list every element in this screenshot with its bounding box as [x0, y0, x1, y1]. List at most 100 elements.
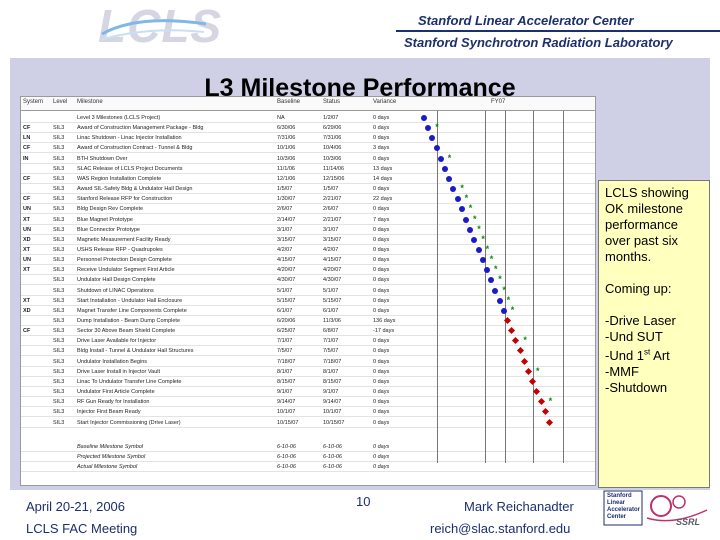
baseline-milestone-marker — [533, 388, 541, 396]
cell-status: 1/5/07 — [323, 186, 339, 193]
actual-milestone-marker — [484, 267, 490, 274]
cell-level: SIL3 — [53, 216, 65, 223]
table-row: XT SIL3 Receive Undulator Segment First Ar… — [21, 265, 595, 276]
slac-logo-icon — [603, 490, 708, 526]
cell-milestone: Stanford Release RFP for Construction — [77, 196, 173, 203]
baseline-milestone-marker — [524, 367, 533, 375]
slac-logo: Stanford Linear Accelerator Center — [603, 490, 709, 528]
table-row: Level 3 Milestones (LCLS Project) NA 1/2/0… — [21, 113, 595, 123]
actual-milestone-marker — [450, 186, 457, 193]
cell-variance: 0 days — [373, 115, 390, 121]
baseline-milestone-marker — [512, 337, 520, 345]
cell-baseline: 6/1/07 — [277, 307, 293, 314]
cell-system: CF — [23, 328, 31, 335]
cell-level: SIL3 — [53, 338, 65, 345]
cell-level: SIL3 — [53, 155, 65, 162]
projected-milestone-marker: * — [502, 284, 506, 295]
table-row: CF SIL3 WAS Region Installation Complete 12… — [21, 174, 595, 184]
cell-level: SIL3 — [53, 328, 65, 335]
projected-milestone-marker: * — [494, 264, 498, 275]
table-row: CF SIL3 Stanford Release RFP for Construct… — [21, 194, 595, 205]
cell-status: 8/15/07 — [323, 378, 342, 385]
footer-email: reich@slac.stanford.edu — [430, 521, 571, 536]
cell-system: IN — [23, 155, 29, 162]
cell-baseline: 3/15/07 — [277, 236, 296, 243]
gantt-chart: * * * * * * * * * * * * * * * * * * — [413, 97, 595, 485]
cell-status: 5/15/07 — [323, 297, 342, 304]
actual-milestone-marker — [500, 307, 507, 314]
cell-baseline: 4/2/07 — [277, 246, 293, 253]
cell-system: XT — [23, 267, 31, 274]
table-row: SIL3 Drive Laser Available for Injector 7/… — [21, 336, 595, 347]
table-row: IN SIL3 BTH Shutdown Over 10/3/06 10/3/06 0 d… — [21, 154, 595, 164]
legend-label: Projected Milestone Symbol — [77, 453, 146, 460]
cell-variance: 0 days — [373, 257, 390, 264]
cell-level: SIL3 — [53, 186, 65, 193]
callout-item: -MMF — [605, 364, 639, 380]
cell-variance: 14 days — [373, 175, 393, 182]
cell-baseline: 9/14/07 — [277, 399, 296, 406]
cell-baseline: 7/5/07 — [277, 348, 293, 355]
cell-milestone: Undulator Hall Design Complete — [77, 277, 156, 284]
cell-system: CF — [23, 175, 31, 182]
projected-milestone-marker: * — [473, 213, 477, 224]
actual-milestone-marker — [458, 206, 465, 213]
cell-status: 2/21/07 — [323, 196, 342, 203]
cell-baseline: 3/1/07 — [277, 226, 293, 233]
cell-level: SIL3 — [53, 287, 65, 294]
actual-milestone-marker — [479, 257, 486, 264]
cell-variance: 0 days — [373, 419, 390, 426]
actual-milestone-marker — [463, 216, 469, 223]
cell-milestone: Injector First Beam Ready — [77, 409, 141, 416]
legend-status: 6-10-06 — [323, 463, 342, 470]
actual-milestone-marker — [496, 297, 503, 304]
cell-status: 11/14/06 — [323, 165, 345, 172]
lcls-logo: LCLS — [98, 3, 221, 49]
cell-baseline: 2/6/07 — [277, 206, 293, 213]
cell-status: 6/29/06 — [323, 125, 342, 132]
cell-baseline: 2/14/07 — [277, 216, 296, 223]
cell-milestone: Start Injector Commissioning (Drive Lase… — [77, 419, 181, 426]
cell-variance: 136 days — [373, 318, 396, 324]
cell-baseline: 4/15/07 — [277, 257, 296, 264]
table-row: SIL3 Linac To Undulator Transfer Line Com… — [21, 377, 595, 387]
cell-milestone: Blue Magnet Prototype — [77, 216, 133, 223]
cell-baseline: 6/20/06 — [277, 318, 296, 324]
cell-variance: 0 days — [373, 307, 390, 314]
cell-variance: -17 days — [373, 328, 395, 335]
cell-level: SIL3 — [53, 419, 65, 426]
projected-milestone-marker: * — [447, 152, 452, 163]
cell-level: SIL3 — [53, 307, 65, 314]
cell-milestone: BTH Shutdown Over — [77, 155, 128, 162]
cell-baseline: 1/30/07 — [277, 196, 296, 203]
projected-milestone-marker: * — [489, 254, 494, 265]
actual-milestone-marker — [475, 246, 482, 253]
cell-level: SIL3 — [53, 246, 65, 253]
table-row: LN SIL3 Linac Shutdown - Linac Injector In… — [21, 133, 595, 144]
cell-status: 10/1/07 — [323, 409, 342, 416]
table-row: SIL3 Start Injector Commissioning (Drive … — [21, 418, 595, 428]
cell-level: SIL3 — [53, 409, 65, 416]
cell-status: 9/1/07 — [323, 389, 339, 396]
col-baseline: Baseline — [277, 99, 301, 105]
cell-status: 3/15/07 — [323, 236, 342, 243]
cell-level: SIL3 — [53, 267, 65, 274]
projected-milestone-marker: * — [481, 233, 485, 244]
table-row: SIL3 Injector First Beam Ready 10/1/07 10/1… — [21, 407, 595, 418]
gantt-header: FY07 — [491, 99, 506, 105]
logo-swoosh-icon — [99, 19, 207, 41]
actual-milestone-marker — [429, 135, 436, 142]
cell-baseline: 12/1/06 — [277, 175, 296, 182]
legend-label: Baseline Milestone Symbol — [77, 443, 144, 450]
header: LCLS Stanford Linear Accelerator Center … — [0, 0, 720, 58]
table-row: UN SIL3 Personnel Protection Design Comple… — [21, 255, 595, 266]
table-row: SIL3 RF Gun Ready for Installation 9/14/07… — [21, 397, 595, 408]
callout-summary: LCLS showing OK milestone performance ov… — [605, 185, 689, 264]
baseline-milestone-marker — [545, 418, 554, 426]
cell-status: 7/31/06 — [323, 135, 342, 142]
table-row: SIL3 Undulator First Article Complete 9/1/… — [21, 387, 595, 398]
callout-box: LCLS showing OK milestone performance ov… — [598, 180, 710, 488]
milestone-table: System Level Milestone Baseline Status V… — [20, 96, 596, 486]
gantt-gridline — [505, 111, 506, 463]
cell-status: 10/3/06 — [323, 155, 342, 162]
